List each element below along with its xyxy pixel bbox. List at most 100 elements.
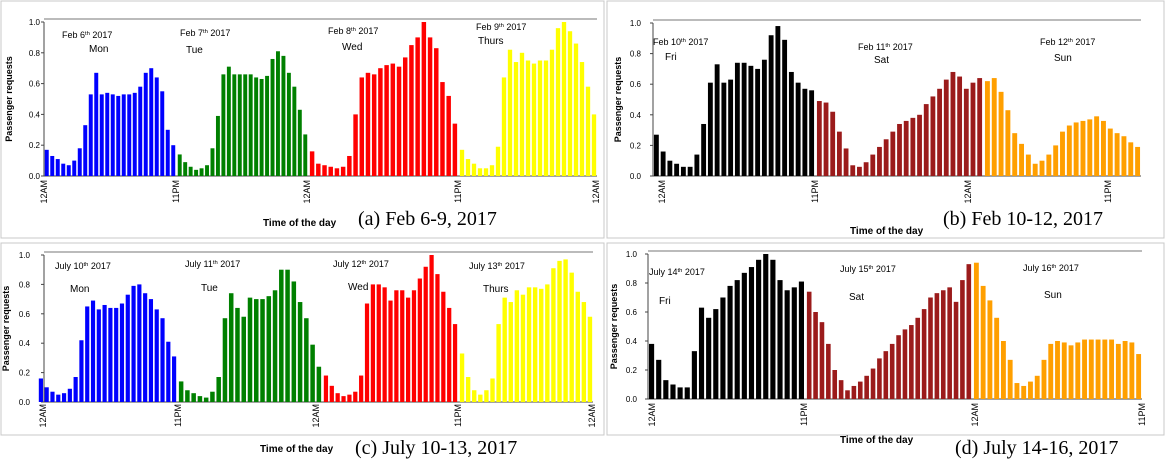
bar bbox=[286, 72, 291, 176]
bar bbox=[316, 163, 321, 176]
bar bbox=[943, 79, 949, 176]
bar bbox=[102, 304, 107, 402]
series-date-label: July 16th 2017 bbox=[1023, 263, 1079, 273]
bar bbox=[889, 343, 895, 399]
bar bbox=[243, 74, 248, 176]
bar bbox=[543, 60, 549, 176]
bar bbox=[863, 162, 869, 176]
bar bbox=[836, 131, 842, 176]
bar bbox=[415, 37, 420, 177]
bar bbox=[850, 165, 856, 176]
bar bbox=[210, 391, 215, 402]
bar bbox=[575, 291, 580, 402]
bar bbox=[322, 165, 327, 176]
bar bbox=[1101, 120, 1106, 176]
panel-caption: (c) July 10-13, 2017 bbox=[355, 437, 517, 459]
bar bbox=[694, 154, 700, 176]
series-day-label: Fri bbox=[665, 52, 677, 63]
bar bbox=[1061, 342, 1067, 399]
bar bbox=[532, 287, 538, 402]
bar bbox=[143, 72, 148, 176]
bar bbox=[237, 74, 242, 176]
bar bbox=[172, 356, 177, 402]
series-date-label: July 13th 2017 bbox=[469, 261, 525, 271]
bar bbox=[50, 391, 55, 402]
series-day-label: Thurs bbox=[478, 36, 504, 47]
panel-d: 0.0 0.2 0.4 0.6 0.8 1.0 Passenger requests July… bbox=[606, 242, 1165, 459]
bar bbox=[1109, 339, 1115, 399]
bar bbox=[923, 104, 929, 176]
bar bbox=[440, 82, 445, 176]
bar bbox=[973, 262, 979, 399]
y-tick-label: 1.0 bbox=[626, 250, 638, 259]
bar bbox=[1107, 128, 1113, 176]
bar bbox=[1102, 339, 1108, 399]
panel-border bbox=[606, 0, 1165, 239]
bar bbox=[1135, 146, 1141, 176]
bar bbox=[1007, 359, 1013, 399]
bar bbox=[734, 62, 740, 176]
bar bbox=[1073, 122, 1079, 176]
y-tick-label: 0.0 bbox=[19, 398, 31, 407]
bar bbox=[777, 280, 783, 399]
bar bbox=[660, 151, 666, 176]
bar bbox=[1080, 120, 1086, 176]
bar bbox=[44, 149, 49, 176]
bar bbox=[520, 294, 526, 402]
bar bbox=[226, 66, 231, 176]
bar bbox=[784, 290, 790, 399]
x-tick-label: 12AM bbox=[591, 180, 601, 204]
bar bbox=[508, 302, 513, 402]
bar bbox=[713, 309, 719, 399]
bar bbox=[928, 297, 933, 399]
x-tick-label: 11PM bbox=[171, 180, 181, 203]
bar bbox=[447, 307, 452, 402]
bar bbox=[994, 317, 1000, 399]
bar bbox=[539, 288, 544, 402]
bar bbox=[687, 166, 693, 176]
series-day-label: Wed bbox=[342, 42, 362, 53]
y-axis-label: Passenger requests bbox=[609, 284, 619, 370]
bar bbox=[125, 294, 130, 402]
bar bbox=[826, 343, 831, 399]
x-axis-label: Time of the day bbox=[850, 226, 924, 237]
series-date-label: Feb 10th 2017 bbox=[653, 37, 708, 47]
bar bbox=[178, 381, 184, 402]
bar bbox=[864, 375, 869, 399]
bar bbox=[649, 343, 655, 399]
bar bbox=[567, 31, 573, 176]
bar bbox=[1136, 354, 1142, 399]
bar bbox=[452, 123, 458, 176]
bar bbox=[67, 388, 72, 402]
bar bbox=[154, 309, 159, 402]
bar bbox=[99, 94, 104, 176]
bar bbox=[235, 307, 240, 402]
bar bbox=[247, 297, 253, 402]
bar bbox=[1025, 154, 1031, 176]
bar bbox=[370, 284, 376, 402]
bar bbox=[1122, 341, 1128, 399]
bar bbox=[998, 91, 1004, 176]
bar bbox=[265, 75, 270, 176]
bar bbox=[870, 154, 876, 176]
bar bbox=[727, 285, 733, 399]
bar bbox=[266, 296, 272, 402]
bar bbox=[1087, 119, 1093, 176]
bar bbox=[119, 303, 125, 402]
bar bbox=[1060, 131, 1065, 176]
bar bbox=[105, 92, 110, 176]
bar bbox=[684, 387, 690, 399]
bar bbox=[656, 359, 662, 399]
y-axis-label: Passenger requests bbox=[4, 56, 14, 142]
bar bbox=[400, 290, 405, 402]
bar bbox=[402, 57, 408, 176]
bar bbox=[1034, 375, 1040, 399]
x-tick-label: 12AM bbox=[302, 180, 312, 204]
bar bbox=[890, 131, 896, 176]
bar bbox=[137, 284, 142, 402]
bar bbox=[960, 280, 965, 399]
bar bbox=[272, 290, 278, 402]
y-tick-label: 0.0 bbox=[29, 172, 41, 181]
bar bbox=[909, 325, 914, 399]
series-date-label: Feb 6th 2017 bbox=[62, 30, 112, 40]
